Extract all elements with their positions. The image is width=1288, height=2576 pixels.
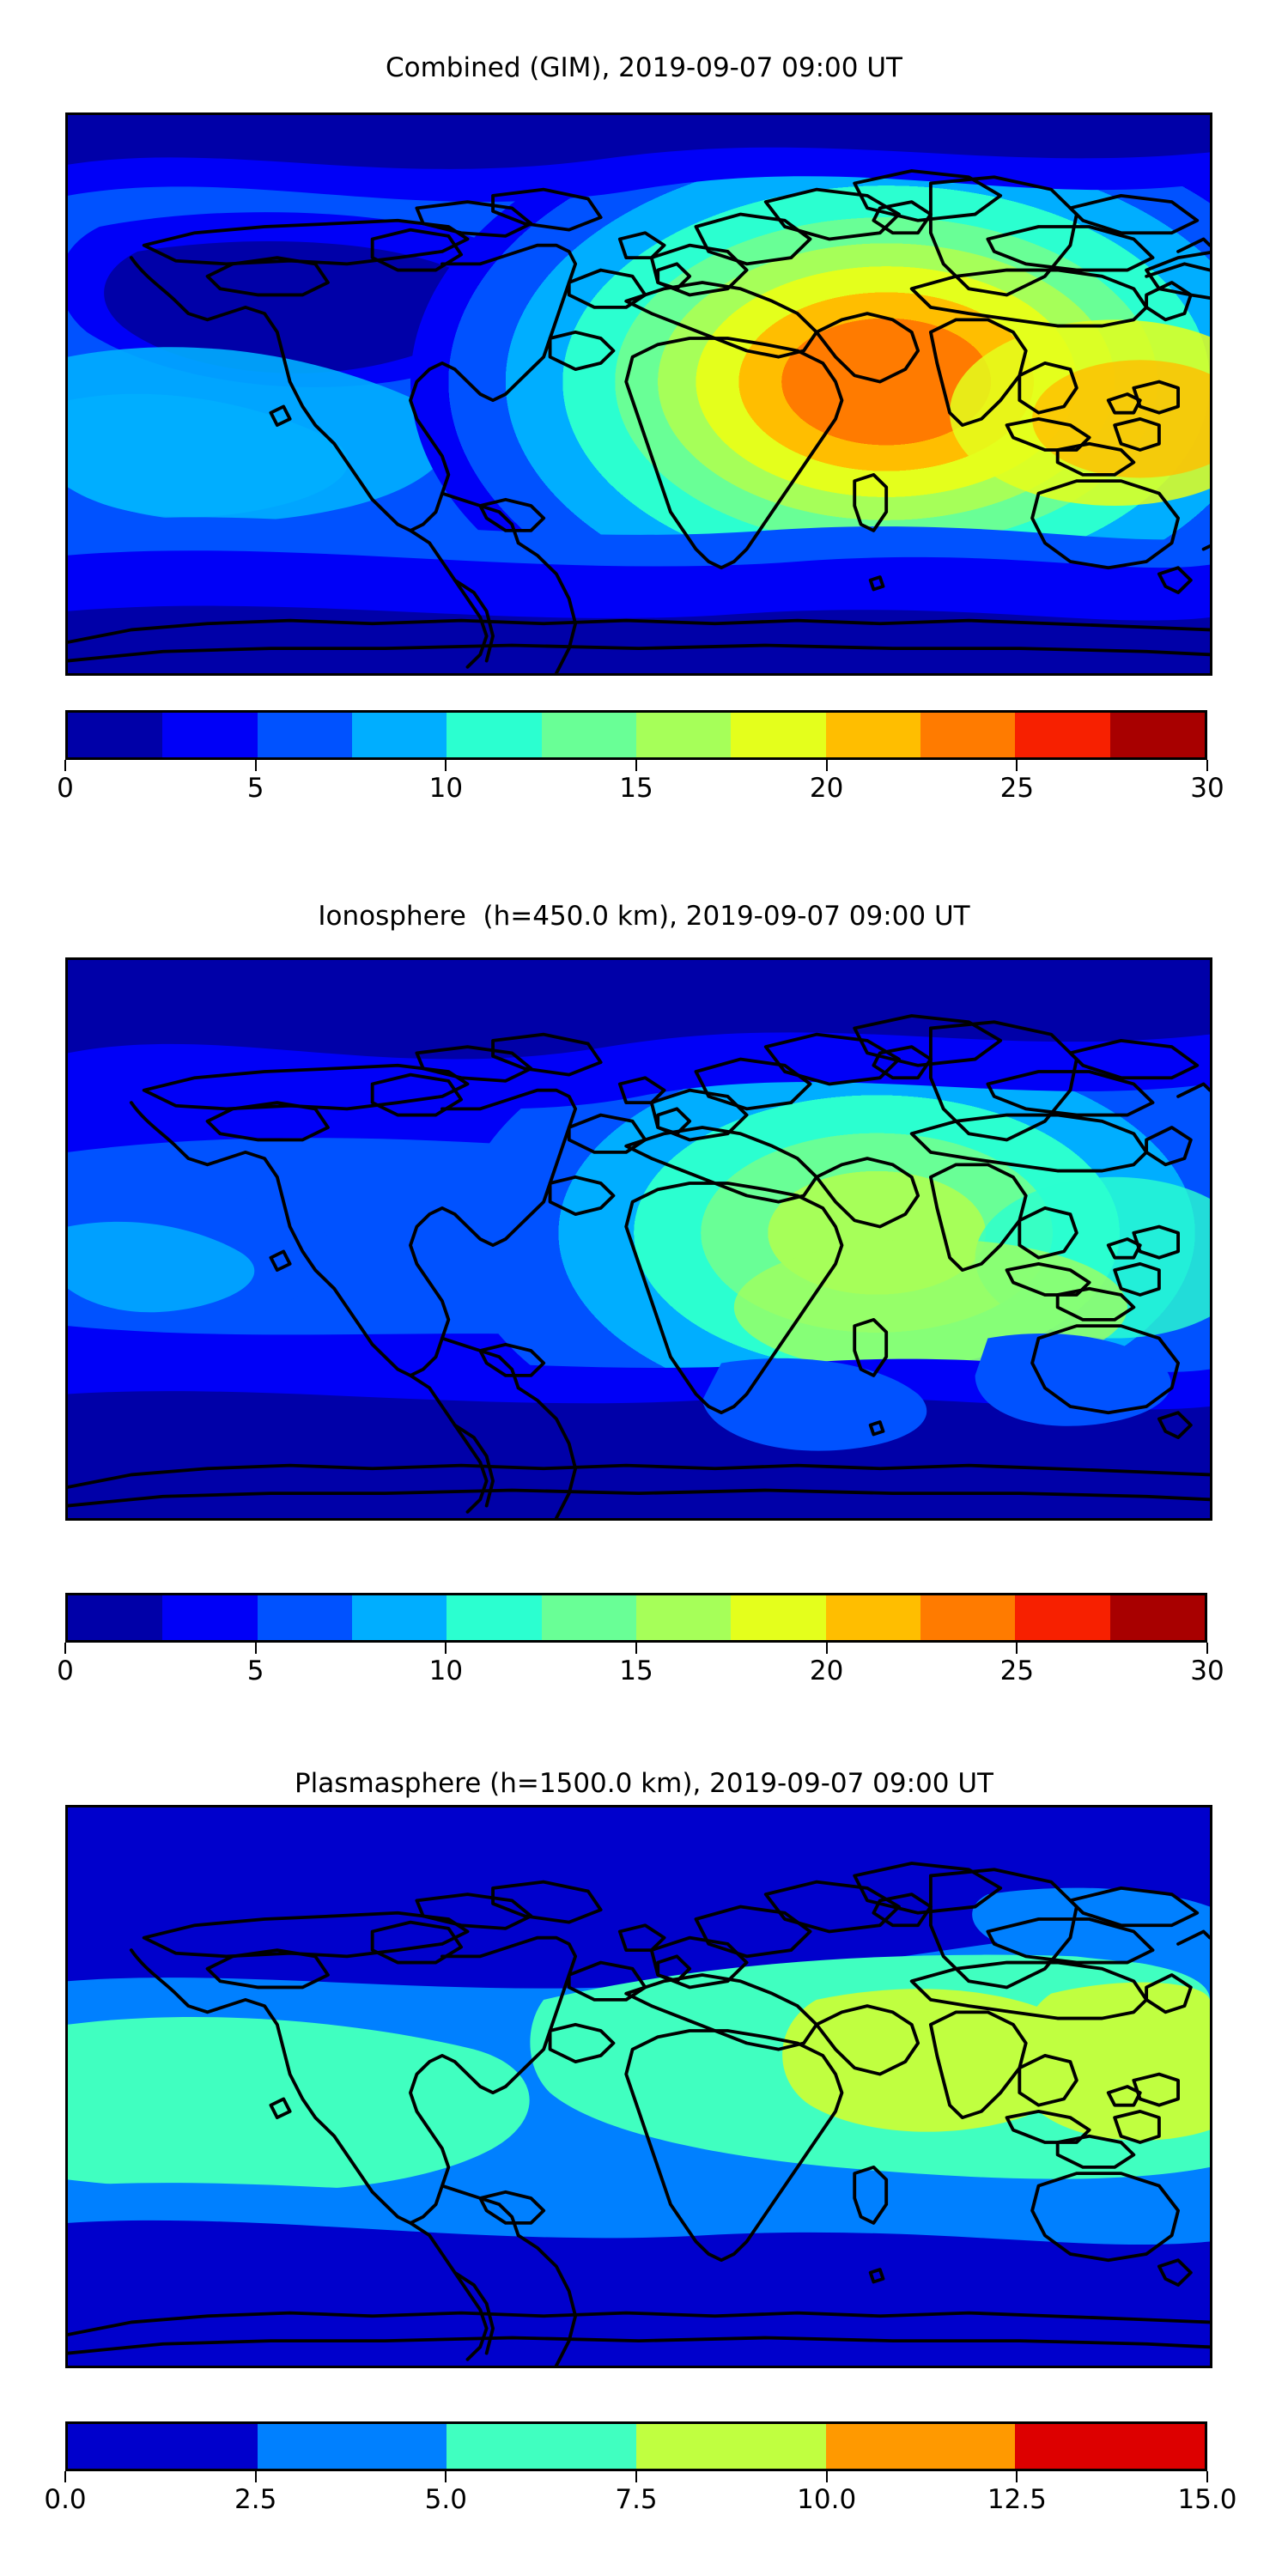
colorbar-band: [1015, 2424, 1206, 2469]
colorbar-tick-label: 12.5: [987, 2484, 1047, 2515]
colorbar-band: [825, 713, 920, 757]
map-contours-combined: [68, 115, 1210, 673]
map-axes-ionosphere: [65, 957, 1212, 1521]
colorbar-tick-label: 10: [428, 773, 464, 804]
colorbar-tick-label: 20: [809, 1656, 844, 1686]
colorbar-band: [731, 713, 826, 757]
colorbar-band: [541, 1595, 636, 1640]
colorbar-band: [1109, 713, 1205, 757]
colorbar-band: [636, 2424, 826, 2469]
colorbar-tick-mark: [825, 1643, 828, 1654]
colorbar-tick-label: 2.5: [234, 2484, 277, 2515]
colorbar-ionosphere: 0 5 10 15 20 25 30: [57, 1593, 1224, 1686]
colorbar-tick-label: 10.0: [797, 2484, 857, 2515]
colorbar-tick-mark: [445, 760, 447, 771]
colorbar-band: [447, 713, 542, 757]
colorbar-tick-mark: [1206, 2471, 1208, 2482]
colorbar-band: [162, 713, 258, 757]
panel-title-plasmasphere: Plasmasphere (h=1500.0 km), 2019-09-07 0…: [294, 1768, 993, 1799]
panel-ionosphere: Ionosphere (h=450.0 km), 2019-09-07 09:0…: [0, 859, 1288, 1726]
panel-title-ionosphere: Ionosphere (h=450.0 km), 2019-09-07 09:0…: [318, 901, 970, 932]
panel-title-combined: Combined (GIM), 2019-09-07 09:00 UT: [386, 52, 902, 83]
colorbar-band: [825, 1595, 920, 1640]
colorbar-tick-label: 5: [246, 773, 264, 804]
colorbar-tick-label: 30: [1190, 1656, 1224, 1686]
map-contours-ionosphere: [68, 960, 1210, 1518]
colorbar-plasmasphere: 0.0 2.5 5.0 7.5 10.0 12.5 15.0: [44, 2421, 1237, 2515]
colorbar-tick-mark: [1016, 760, 1018, 771]
colorbar-band: [162, 1595, 258, 1640]
colorbar-tick-label: 5.0: [424, 2484, 467, 2515]
colorbar-tick-mark: [64, 2471, 66, 2482]
colorbar-tick-label: 5: [246, 1656, 264, 1686]
colorbar-tick-label: 15: [619, 773, 653, 804]
colorbar-gradient-ionosphere: [65, 1593, 1207, 1643]
colorbar-gradient-combined: [65, 710, 1207, 760]
colorbar-band: [825, 2424, 1016, 2469]
colorbar-tick-mark: [64, 760, 66, 771]
map-axes-plasmasphere: [65, 1805, 1212, 2368]
colorbar-tick-mark: [825, 760, 828, 771]
colorbar-tick-label: 0: [57, 773, 74, 804]
colorbar-band: [257, 2424, 447, 2469]
colorbar-tick-mark: [635, 1643, 637, 1654]
colorbar-band: [257, 1595, 352, 1640]
colorbar-band: [447, 2424, 637, 2469]
panel-plasmasphere: Plasmasphere (h=1500.0 km), 2019-09-07 0…: [0, 1726, 1288, 2576]
colorbar-tick-label: 10: [428, 1656, 464, 1686]
map-canvas-plasmasphere: [68, 1807, 1210, 2366]
colorbar-band: [635, 1595, 732, 1640]
colorbar-tick-mark: [635, 2471, 637, 2482]
colorbar-tick-mark: [254, 760, 257, 771]
colorbar-band: [920, 1595, 1016, 1640]
colorbar-tick-mark: [254, 1643, 257, 1654]
colorbar-tick-label: 0: [57, 1656, 74, 1686]
colorbar-band: [1109, 1595, 1205, 1640]
colorbar-tick-mark: [1206, 760, 1208, 771]
colorbar-tick-mark: [64, 1643, 66, 1654]
colorbar-tick-mark: [445, 1643, 447, 1654]
colorbar-tick-label: 25: [999, 1656, 1035, 1686]
colorbar-tick-label: 7.5: [615, 2484, 658, 2515]
colorbar-tick-label: 25: [999, 773, 1035, 804]
colorbar-tick-label: 30: [1190, 773, 1224, 804]
colorbar-band: [257, 713, 352, 757]
colorbar-tick-label: 15.0: [1177, 2484, 1237, 2515]
colorbar-tick-mark: [254, 2471, 257, 2482]
colorbar-band: [447, 1595, 542, 1640]
colorbar-band: [68, 2424, 258, 2469]
colorbar-band: [351, 1595, 447, 1640]
colorbar-tick-mark: [445, 2471, 447, 2482]
map-canvas-ionosphere: [68, 960, 1210, 1518]
panel-combined-gim: Combined (GIM), 2019-09-07 09:00 UT: [0, 0, 1288, 859]
map-axes-combined: [65, 112, 1212, 676]
colorbar-tick-label: 20: [809, 773, 844, 804]
colorbar-band: [541, 713, 636, 757]
colorbar-band: [920, 713, 1016, 757]
colorbar-ticks-ionosphere: 0 5 10 15 20 25 30: [57, 1643, 1224, 1694]
colorbar-tick-label: 0.0: [44, 2484, 87, 2515]
colorbar-tick-label: 15: [619, 1656, 653, 1686]
colorbar-band: [731, 1595, 826, 1640]
colorbar-tick-mark: [1016, 2471, 1018, 2482]
colorbar-tick-mark: [635, 760, 637, 771]
colorbar-band: [68, 1595, 163, 1640]
colorbar-tick-mark: [1206, 1643, 1208, 1654]
colorbar-band: [635, 713, 732, 757]
colorbar-tick-mark: [825, 2471, 828, 2482]
colorbar-ticks-combined: 0 5 10 15 20 25 30: [57, 760, 1224, 811]
colorbar-band: [68, 713, 163, 757]
colorbar-tick-mark: [1016, 1643, 1018, 1654]
colorbar-gradient-plasmasphere: [65, 2421, 1207, 2471]
map-contours-plasmasphere: [68, 1807, 1210, 2366]
colorbar-band: [351, 713, 447, 757]
colorbar-band: [1015, 1595, 1110, 1640]
colorbar-band: [1015, 713, 1110, 757]
colorbar-ticks-plasmasphere: 0.0 2.5 5.0 7.5 10.0 12.5 15.0: [44, 2471, 1237, 2523]
map-canvas-combined: [68, 115, 1210, 673]
colorbar-combined: 0 5 10 15 20 25 30: [57, 710, 1224, 804]
